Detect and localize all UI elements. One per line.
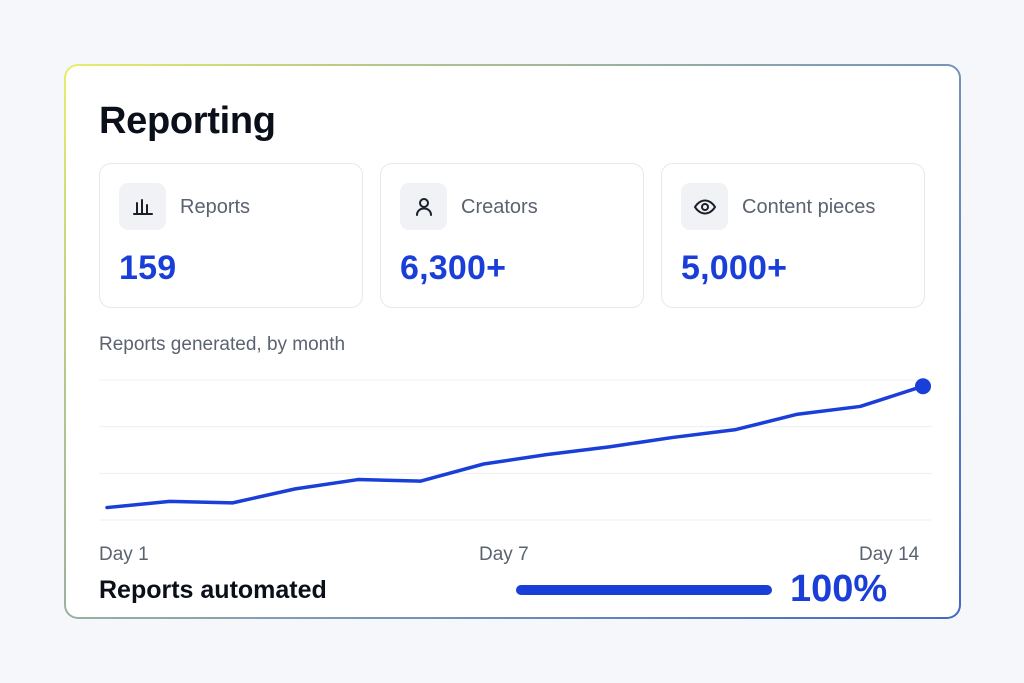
- stat-value-reports: 159: [119, 249, 177, 287]
- x-tick-label: Day 7: [479, 544, 529, 565]
- stat-card-content-pieces: Content pieces 5,000+: [661, 163, 925, 308]
- stat-label-reports: Reports: [180, 196, 251, 218]
- stat-value-creators: 6,300+: [400, 249, 507, 287]
- stat-value-content-pieces: 5,000+: [681, 249, 788, 287]
- bar-chart-icon: [119, 183, 166, 230]
- stat-card-creators: Creators 6,300+: [380, 163, 644, 308]
- automation-progress-fill: [516, 585, 772, 595]
- x-tick-label: Day 1: [99, 544, 149, 565]
- chart-title: Reports generated, by month: [99, 334, 346, 355]
- series-line: [105, 384, 925, 510]
- x-tick-label: Day 14: [859, 544, 920, 565]
- stat-label-content-pieces: Content pieces: [742, 196, 876, 218]
- reporting-card-border: Reporting Reports 159 Creators: [64, 64, 961, 619]
- automation-progress-bar: [516, 585, 772, 595]
- reporting-card: Reporting Reports 159 Creators: [66, 66, 959, 617]
- user-icon: [400, 183, 447, 230]
- automation-value: 100%: [790, 568, 888, 610]
- data-point-marker: [915, 378, 931, 395]
- eye-icon: [681, 183, 728, 230]
- line-chart: [99, 378, 932, 521]
- card-title: Reporting: [99, 100, 276, 142]
- stat-label-creators: Creators: [461, 196, 538, 218]
- stat-card-reports: Reports 159: [99, 163, 363, 308]
- automation-label: Reports automated: [99, 576, 327, 604]
